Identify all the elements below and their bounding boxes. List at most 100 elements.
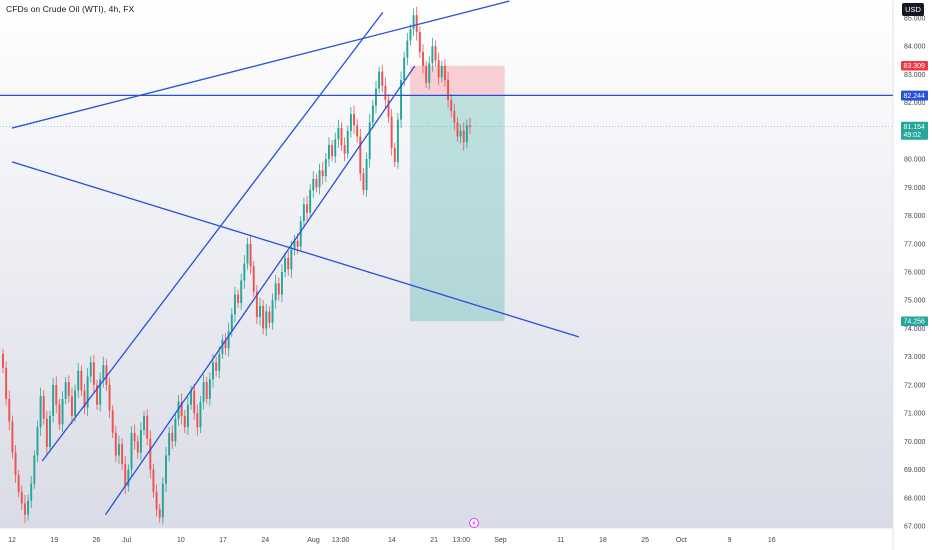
candle xyxy=(465,125,468,143)
x-tick-label: 21 xyxy=(430,537,438,544)
candle xyxy=(215,362,218,371)
candle xyxy=(14,452,17,476)
candle xyxy=(299,221,302,247)
countdown-label: 49:02 xyxy=(904,132,922,139)
candle xyxy=(74,390,77,416)
candle xyxy=(343,145,346,154)
candle xyxy=(400,80,403,120)
candle xyxy=(111,410,114,433)
candle xyxy=(293,240,296,250)
candle xyxy=(252,266,255,292)
candle xyxy=(171,432,174,442)
x-tick-label: 10 xyxy=(177,537,185,544)
candle xyxy=(55,384,58,405)
y-tick-label: 67.000 xyxy=(904,524,926,531)
candle xyxy=(434,46,437,61)
candle xyxy=(331,145,334,157)
candle xyxy=(246,243,249,264)
price-label: 83.309 xyxy=(904,63,926,70)
candle xyxy=(230,314,233,332)
candle xyxy=(237,294,240,304)
candle xyxy=(334,139,337,157)
candle xyxy=(255,291,258,318)
candle xyxy=(49,415,51,447)
candle xyxy=(224,339,227,349)
y-tick-label: 72.000 xyxy=(904,382,926,389)
candle xyxy=(265,311,268,329)
candle xyxy=(33,455,36,484)
candle xyxy=(183,415,186,428)
candle xyxy=(23,503,26,515)
candle xyxy=(337,128,340,140)
currency-badge[interactable]: USD xyxy=(902,3,924,16)
candle xyxy=(233,294,236,315)
candle xyxy=(356,125,359,137)
candle xyxy=(36,427,39,456)
candle xyxy=(312,178,315,191)
candle xyxy=(30,483,33,501)
candle xyxy=(296,240,299,247)
candle xyxy=(196,413,199,428)
candle xyxy=(284,257,287,272)
candle xyxy=(39,396,42,428)
price-label-tag xyxy=(901,60,928,71)
candle xyxy=(259,305,261,318)
candle xyxy=(327,145,330,160)
x-tick-label: 19 xyxy=(50,537,58,544)
candle xyxy=(274,283,277,301)
candle xyxy=(277,283,280,295)
candle xyxy=(362,173,365,191)
x-tick-label: 24 xyxy=(261,537,269,544)
y-tick-label: 80.000 xyxy=(904,157,926,164)
price-label: 81.154 xyxy=(904,124,926,131)
candle xyxy=(315,178,318,188)
candle xyxy=(447,80,450,100)
lightning-icon xyxy=(472,520,476,526)
candle xyxy=(89,362,92,377)
candle xyxy=(11,421,14,453)
candle xyxy=(287,257,290,270)
candle xyxy=(155,492,158,510)
candle xyxy=(136,441,139,453)
y-tick-label: 75.000 xyxy=(904,298,926,305)
candle xyxy=(437,60,440,78)
candle xyxy=(27,500,30,515)
candle xyxy=(409,29,412,41)
y-tick-label: 77.000 xyxy=(904,241,926,248)
candle xyxy=(440,65,443,78)
candle xyxy=(17,475,20,493)
candle xyxy=(158,509,161,518)
candle xyxy=(199,401,202,428)
y-tick-label: 82.000 xyxy=(904,100,926,107)
candle xyxy=(205,382,208,399)
candle xyxy=(5,367,8,399)
price-label-tag xyxy=(901,121,928,140)
symbol-title[interactable]: CFDs on Crude Oil (WTI), 4h, FX xyxy=(6,4,135,14)
candle xyxy=(309,190,312,213)
x-tick-label: 25 xyxy=(641,537,649,544)
x-tick-label: 17 xyxy=(219,537,227,544)
price-label: 82.244 xyxy=(904,93,926,100)
candle xyxy=(117,444,120,456)
candle xyxy=(453,111,456,123)
candle xyxy=(428,63,431,83)
candle xyxy=(168,432,171,456)
candle xyxy=(133,432,136,442)
candle xyxy=(375,88,377,106)
candle xyxy=(42,396,45,419)
candle xyxy=(340,128,343,145)
candle xyxy=(105,365,108,385)
trendline-descending-support xyxy=(11,161,580,338)
trendline-channel-top xyxy=(41,11,384,462)
candle xyxy=(20,492,23,504)
candle xyxy=(368,122,371,160)
x-tick-label: 26 xyxy=(93,537,101,544)
candle xyxy=(64,382,67,399)
candle xyxy=(99,379,102,405)
candle xyxy=(415,15,418,33)
x-tick-label: Jul xyxy=(122,537,131,544)
candle xyxy=(152,469,155,493)
price-label: 74.256 xyxy=(904,319,926,326)
